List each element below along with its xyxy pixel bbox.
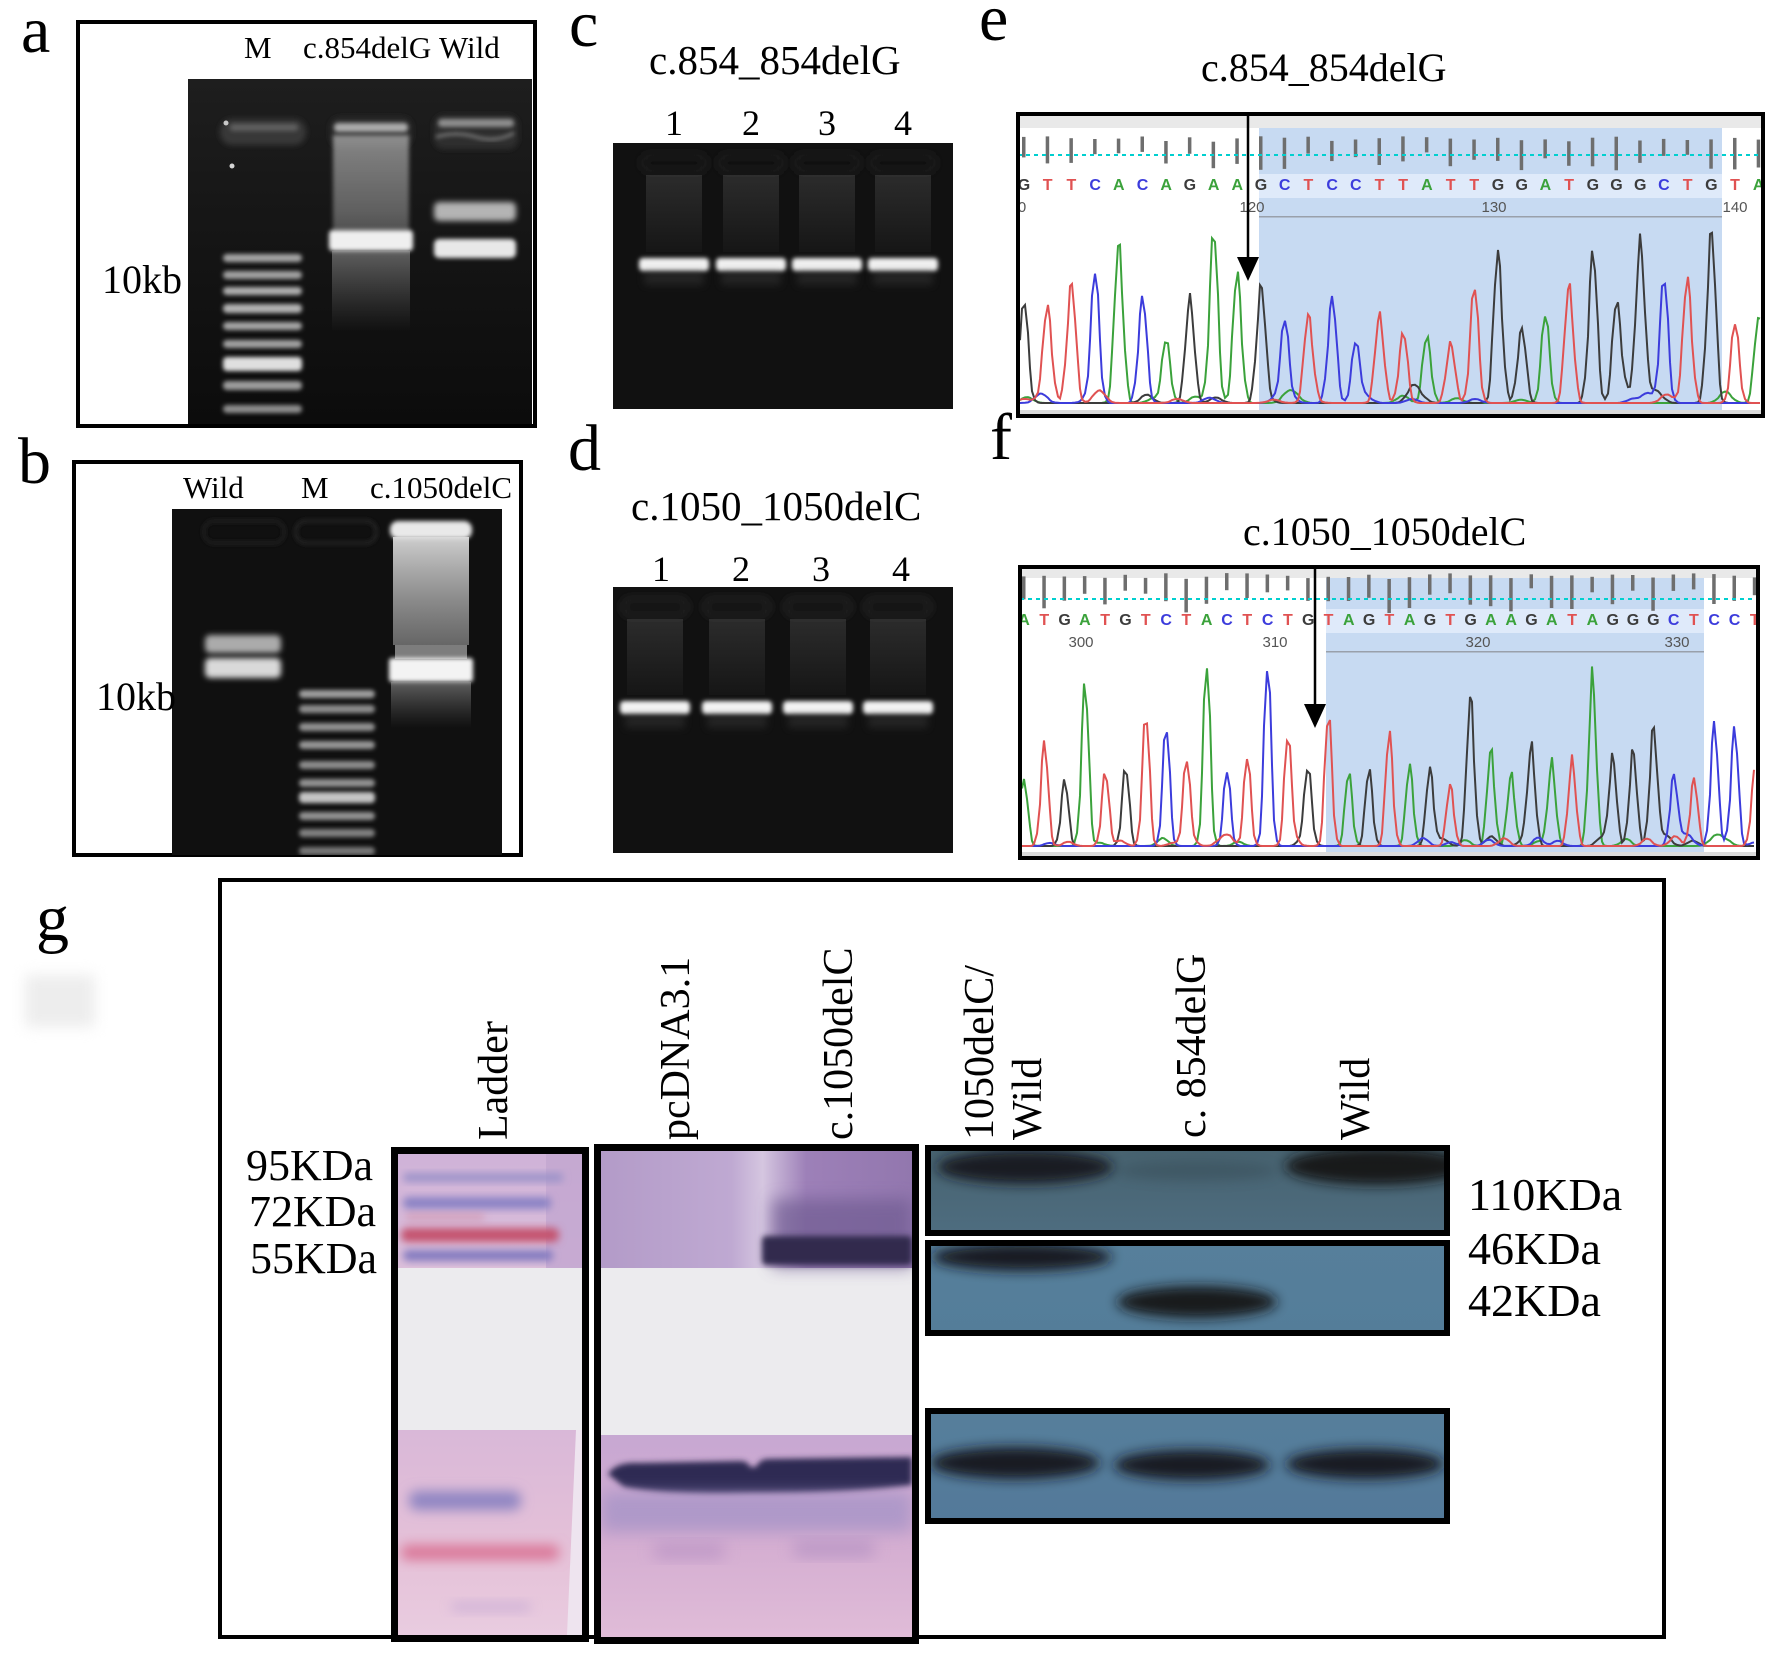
svg-text:T: T	[1283, 612, 1293, 629]
svg-text:A: A	[1421, 177, 1433, 194]
svg-text:G: G	[1515, 177, 1527, 194]
svg-text:T: T	[1469, 177, 1479, 194]
svg-text:G: G	[1587, 177, 1599, 194]
svg-text:G: G	[1058, 612, 1070, 629]
svg-text:C: C	[1137, 177, 1149, 194]
svg-text:A: A	[1546, 612, 1558, 629]
svg-text:C: C	[1160, 612, 1172, 629]
svg-text:T: T	[1398, 177, 1408, 194]
svg-text:G: G	[1705, 177, 1717, 194]
svg-text:C: C	[1708, 612, 1720, 629]
svg-text:140: 140	[1722, 199, 1747, 216]
svg-text:G: G	[1302, 612, 1314, 629]
svg-text:C: C	[1350, 177, 1362, 194]
svg-text:T: T	[1730, 177, 1740, 194]
svg-text:120: 120	[1239, 199, 1264, 216]
svg-text:A: A	[1208, 177, 1220, 194]
svg-text:G: G	[1363, 612, 1375, 629]
svg-text:T: T	[1445, 612, 1455, 629]
svg-text:A: A	[1505, 612, 1517, 629]
svg-text:C: C	[1658, 177, 1670, 194]
svg-text:320: 320	[1465, 634, 1490, 651]
svg-text:330: 330	[1664, 634, 1689, 651]
svg-text:G: G	[1647, 612, 1659, 629]
svg-text:G: G	[1492, 177, 1504, 194]
svg-text:T: T	[1067, 177, 1077, 194]
svg-text:T: T	[1683, 177, 1693, 194]
svg-text:A: A	[1079, 612, 1091, 629]
svg-text:A: A	[1160, 177, 1172, 194]
svg-text:A: A	[1485, 612, 1497, 629]
svg-text:A: A	[1404, 612, 1416, 629]
svg-text:C: C	[1668, 612, 1680, 629]
svg-text:G: G	[1525, 612, 1537, 629]
svg-text:A: A	[1232, 177, 1244, 194]
svg-text:0: 0	[1018, 199, 1026, 216]
svg-text:T: T	[1446, 177, 1456, 194]
svg-text:T: T	[1141, 612, 1151, 629]
svg-text:G: G	[1464, 612, 1476, 629]
svg-text:T: T	[1182, 612, 1192, 629]
svg-text:T: T	[1385, 612, 1395, 629]
svg-text:G: G	[1606, 612, 1618, 629]
svg-text:A: A	[1343, 612, 1355, 629]
svg-text:T: T	[1100, 612, 1110, 629]
svg-text:G: G	[1424, 612, 1436, 629]
svg-text:T: T	[1043, 177, 1053, 194]
svg-text:G: G	[1018, 177, 1030, 194]
svg-text:G: G	[1634, 177, 1646, 194]
svg-text:T: T	[1567, 612, 1577, 629]
svg-text:T: T	[1689, 612, 1699, 629]
svg-text:C: C	[1221, 612, 1233, 629]
svg-text:T: T	[1564, 177, 1574, 194]
svg-text:G: G	[1255, 177, 1267, 194]
svg-text:G: G	[1119, 612, 1131, 629]
svg-text:G: G	[1610, 177, 1622, 194]
svg-text:T: T	[1304, 177, 1314, 194]
svg-text:A: A	[1201, 612, 1213, 629]
svg-text:G: G	[1184, 177, 1196, 194]
svg-text:T: T	[1242, 612, 1252, 629]
svg-text:A: A	[1540, 177, 1552, 194]
svg-text:T: T	[1324, 612, 1334, 629]
svg-text:C: C	[1262, 612, 1274, 629]
svg-text:T: T	[1375, 177, 1385, 194]
svg-text:300: 300	[1068, 634, 1093, 651]
svg-text:310: 310	[1262, 634, 1287, 651]
svg-text:C: C	[1326, 177, 1338, 194]
svg-text:C: C	[1279, 177, 1291, 194]
svg-text:T: T	[1039, 612, 1049, 629]
svg-text:A: A	[1113, 177, 1125, 194]
svg-text:C: C	[1089, 177, 1101, 194]
svg-text:130: 130	[1481, 199, 1506, 216]
svg-text:C: C	[1729, 612, 1741, 629]
svg-text:T: T	[1750, 612, 1760, 629]
svg-text:A: A	[1587, 612, 1599, 629]
svg-text:G: G	[1627, 612, 1639, 629]
